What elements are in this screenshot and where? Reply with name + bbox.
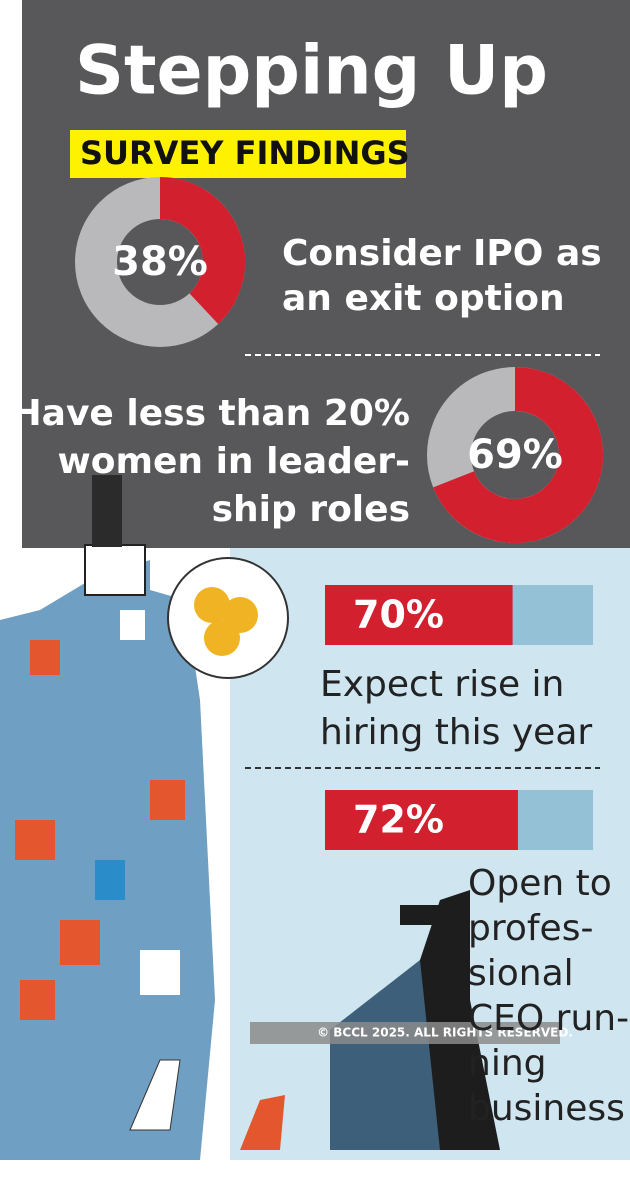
chart-label: CEO run- xyxy=(468,998,629,1039)
chart-label: sional xyxy=(468,953,574,994)
value-label: 69% xyxy=(467,432,563,478)
value-label: 38% xyxy=(112,239,208,285)
value-label: 70% xyxy=(353,593,444,637)
chart-label: Expect rise in xyxy=(320,664,564,705)
donut-slice xyxy=(433,367,603,543)
chart-label: Have less than 20% xyxy=(12,393,410,434)
copyright: © BCCL 2025. ALL RIGHTS RESERVED. xyxy=(317,1026,573,1040)
copyright-band xyxy=(250,1022,560,1044)
chart-label: Consider IPO as xyxy=(282,233,602,274)
chart-label: women in leader- xyxy=(57,441,410,482)
bar xyxy=(325,790,518,850)
chart-label: ship roles xyxy=(212,489,410,530)
chart-label: hiring this year xyxy=(320,712,592,753)
top-panel xyxy=(22,0,630,548)
subtitle: SURVEY FINDINGS xyxy=(80,134,410,172)
chart-label: an exit option xyxy=(282,278,565,319)
bar xyxy=(325,585,513,645)
chart-label: ning xyxy=(468,1043,547,1084)
value-label: 72% xyxy=(353,798,444,842)
illustration xyxy=(0,475,500,1160)
title: Stepping Up xyxy=(75,32,548,111)
chart-label: profes- xyxy=(468,908,593,949)
donut-slice xyxy=(159,177,245,324)
chart-label: Open to xyxy=(468,863,612,904)
chart-label: business xyxy=(468,1088,625,1129)
subtitle-banner xyxy=(70,130,406,178)
